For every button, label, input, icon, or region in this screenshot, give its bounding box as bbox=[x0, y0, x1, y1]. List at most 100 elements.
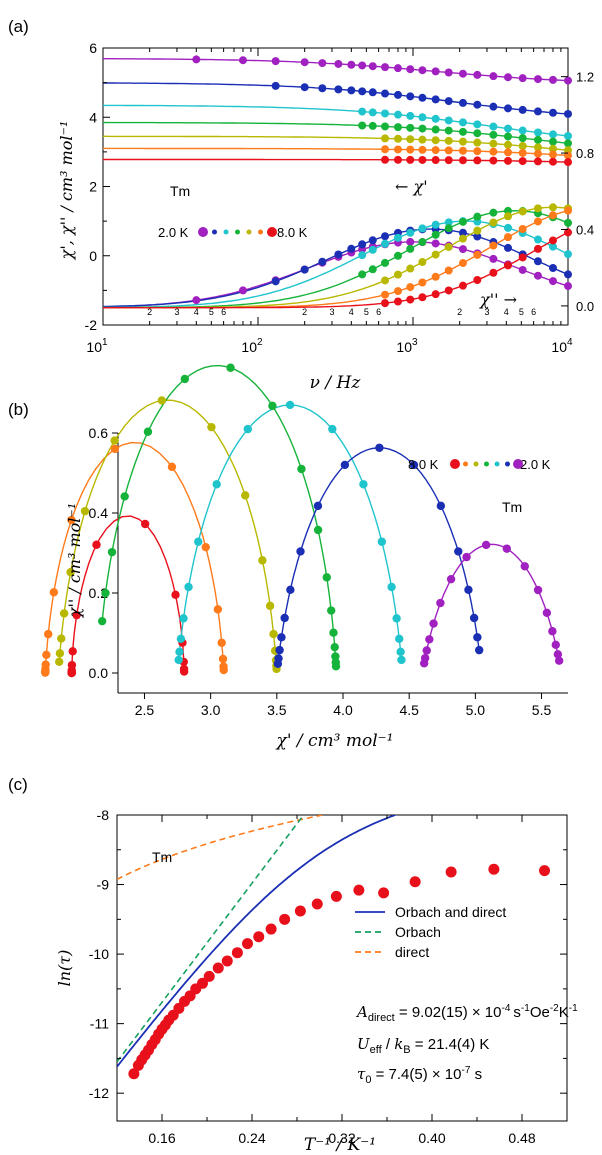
legend-dot bbox=[513, 459, 523, 469]
chi-prime-point bbox=[431, 67, 440, 76]
cole-cole-point bbox=[157, 396, 167, 405]
x-minor-label: 4 bbox=[194, 307, 199, 317]
chi-double-prime-point bbox=[368, 265, 377, 274]
panel-label-a: (a) bbox=[8, 17, 29, 36]
chi-prime-point bbox=[406, 111, 415, 120]
chi-prime-point bbox=[358, 107, 367, 116]
cole-cole-point bbox=[331, 658, 340, 667]
cole-cole-point bbox=[218, 654, 228, 664]
cole-cole-point bbox=[194, 537, 203, 546]
chart-a-chi-double-prime-label: χ'' → bbox=[479, 290, 517, 309]
x-minor-label: 3 bbox=[174, 307, 179, 317]
y-tick-label: -8 bbox=[97, 807, 110, 823]
chi-double-prime-point bbox=[431, 272, 440, 281]
tau-point bbox=[409, 876, 421, 888]
chart-a-ylabel: χ', χ'' / cm³ mol⁻¹ bbox=[57, 121, 76, 261]
cole-cole-point bbox=[201, 542, 210, 552]
chi-double-prime-point bbox=[381, 239, 390, 248]
chi-prime-point bbox=[503, 148, 512, 157]
cole-cole-point bbox=[553, 650, 563, 659]
cole-cole-point bbox=[436, 598, 445, 608]
x-tick-label: 103 bbox=[396, 337, 418, 355]
chi-prime-point bbox=[381, 63, 390, 72]
legend-dot bbox=[463, 461, 468, 467]
chi-prime-point bbox=[393, 90, 402, 99]
cole-cole-point bbox=[331, 652, 340, 661]
x-tick-label: 102 bbox=[241, 337, 263, 355]
chi-prime-point bbox=[458, 69, 467, 78]
cole-cole-point bbox=[396, 647, 405, 657]
x-tick-label: 0.24 bbox=[238, 1130, 265, 1146]
legend-label: Orbach and direct bbox=[395, 904, 506, 920]
chi-prime-point bbox=[393, 155, 402, 164]
cole-cole-point bbox=[469, 613, 479, 623]
chi-prime-point bbox=[533, 135, 542, 144]
legend-dot bbox=[505, 461, 510, 467]
chi-prime-point bbox=[458, 156, 467, 165]
chart-a-xlabel: ν / Hz bbox=[310, 373, 362, 393]
cole-cole-point bbox=[446, 574, 456, 584]
chi-double-prime-point bbox=[458, 281, 467, 290]
chi-double-prime-point bbox=[368, 245, 377, 254]
x-minor-label: 2 bbox=[147, 307, 152, 317]
x-tick-label: 5.0 bbox=[466, 702, 486, 718]
chi-prime-point bbox=[503, 156, 512, 165]
chi-prime-point bbox=[368, 62, 377, 71]
chi-double-prime-point bbox=[548, 211, 557, 220]
cole-cole-point bbox=[377, 537, 387, 546]
panel-label-c: (c) bbox=[8, 775, 28, 794]
chi-double-prime-point bbox=[548, 263, 557, 272]
cole-cole-point bbox=[454, 547, 463, 556]
tau-point bbox=[242, 938, 253, 950]
chi-prime-point bbox=[548, 144, 557, 153]
cole-cole-point bbox=[280, 613, 289, 623]
chi-prime-point bbox=[334, 59, 343, 68]
cole-cole-point bbox=[419, 659, 429, 668]
chart-c: 0.16 0.24 0.32 0.40 0.48 -12 -11 -10 -9 -8 Tm Orb… bbox=[55, 807, 578, 1155]
tau-point bbox=[445, 866, 457, 878]
cole-cole-point bbox=[243, 424, 253, 434]
chi-prime-point bbox=[548, 157, 557, 166]
chart-c-xlabel: T⁻¹ / K⁻¹ bbox=[304, 1135, 376, 1155]
chi-double-prime-point bbox=[358, 251, 367, 260]
y-left-label: 2 bbox=[89, 179, 97, 195]
chi-prime-point bbox=[318, 84, 327, 93]
chi-double-prime-point bbox=[533, 204, 542, 213]
y-left-label: -2 bbox=[85, 317, 98, 333]
chi-double-prime-point bbox=[473, 212, 482, 221]
cole-cole-point bbox=[219, 662, 228, 671]
x-minor-label: 5 bbox=[209, 307, 214, 317]
chi-double-prime-point bbox=[444, 224, 453, 233]
cole-cole-point bbox=[57, 634, 66, 643]
chi-prime-point bbox=[444, 126, 453, 135]
cole-cole-point bbox=[143, 427, 153, 436]
chi-double-prime-point bbox=[418, 278, 427, 287]
chart-b: 2.5 3.0 3.5 4.0 4.5 5.0 5.50.00.20.40.6 8.0 K … bbox=[41, 363, 568, 751]
chi-prime-point bbox=[393, 134, 402, 143]
chi-prime-point bbox=[518, 142, 527, 151]
cole-cole-point bbox=[120, 492, 129, 501]
y-right-label: 0.0 bbox=[576, 299, 594, 314]
legend-dot bbox=[494, 461, 500, 467]
chi-double-prime-point bbox=[444, 266, 453, 275]
chi-double-prime-point bbox=[358, 270, 367, 279]
chi-double-prime-point bbox=[564, 250, 572, 259]
chi-double-prime-point bbox=[406, 228, 415, 237]
chi-double-prime-point bbox=[431, 220, 440, 229]
tau-point bbox=[311, 898, 323, 910]
cole-cole-point bbox=[265, 601, 275, 611]
chi-prime-point bbox=[533, 149, 542, 158]
chi-prime-point bbox=[533, 107, 542, 116]
cole-cole-point bbox=[392, 614, 401, 623]
tau-point bbox=[539, 865, 550, 877]
chi-prime-point bbox=[418, 124, 427, 133]
x-tick-label: 4.0 bbox=[333, 702, 353, 718]
chi-double-prime-point bbox=[393, 233, 402, 242]
y-right-label: 0.4 bbox=[576, 222, 594, 237]
chi-prime-point bbox=[358, 61, 367, 70]
cole-cole-point bbox=[327, 606, 336, 615]
cole-cole-point bbox=[107, 547, 117, 557]
chi-prime-point bbox=[564, 158, 572, 167]
chi-prime-point bbox=[458, 137, 467, 146]
